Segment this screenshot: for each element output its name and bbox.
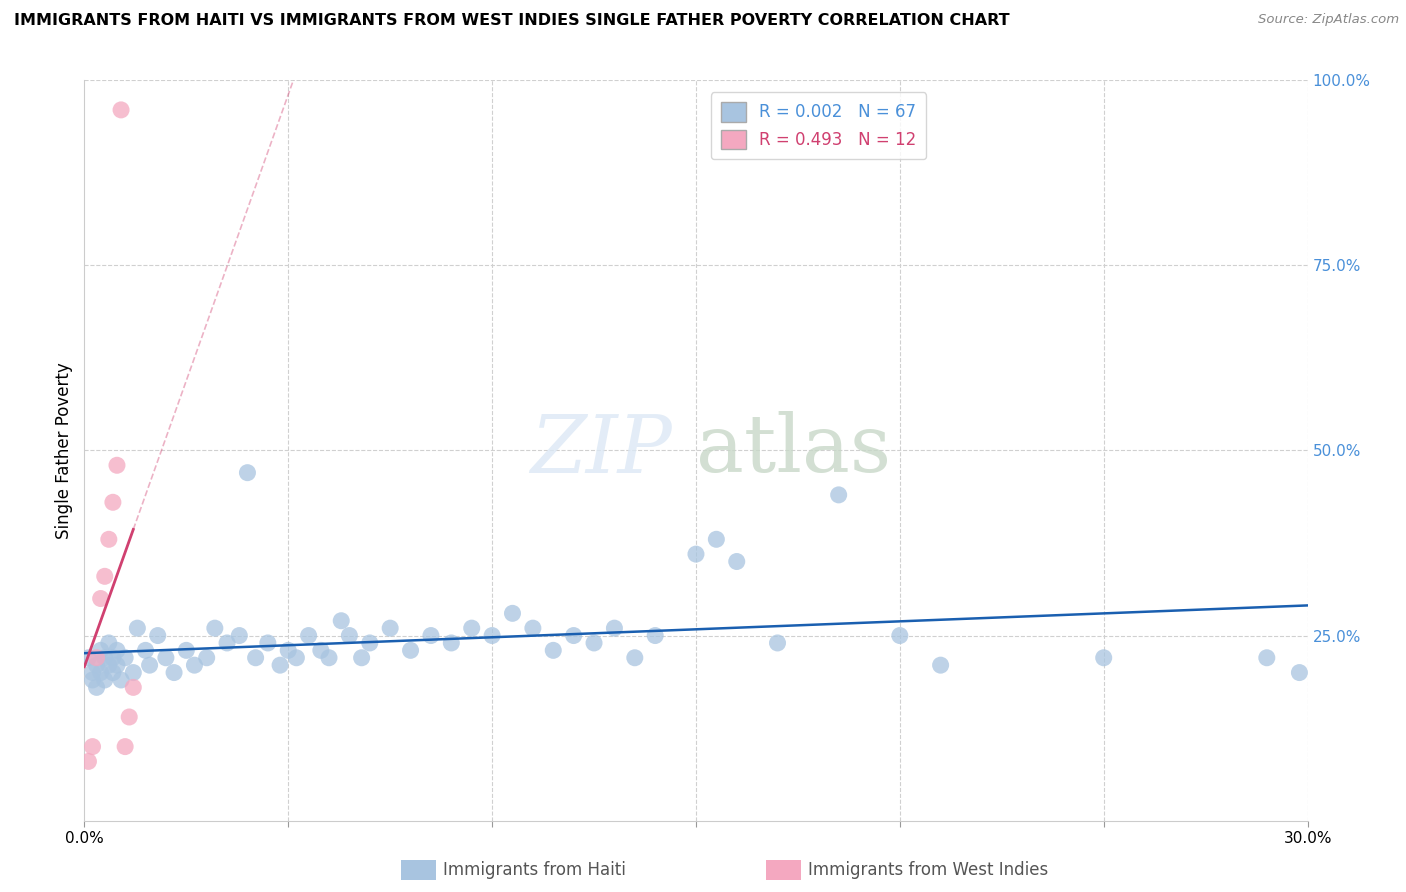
Point <box>929 658 952 673</box>
Point <box>257 636 280 650</box>
Point <box>380 621 402 635</box>
Point <box>766 636 789 650</box>
Point <box>97 636 120 650</box>
Point <box>298 629 321 643</box>
Point <box>176 643 198 657</box>
Text: IMMIGRANTS FROM HAITI VS IMMIGRANTS FROM WEST INDIES SINGLE FATHER POVERTY CORRE: IMMIGRANTS FROM HAITI VS IMMIGRANTS FROM… <box>14 13 1010 29</box>
Text: Immigrants from Haiti: Immigrants from Haiti <box>443 861 626 879</box>
Point <box>163 665 186 680</box>
Point <box>90 591 112 606</box>
Point <box>86 681 108 695</box>
Point <box>339 629 361 643</box>
Point <box>603 621 626 635</box>
Text: Source: ZipAtlas.com: Source: ZipAtlas.com <box>1258 13 1399 27</box>
Point <box>93 650 117 665</box>
Point <box>461 621 484 635</box>
Point <box>309 643 332 657</box>
Point <box>101 650 124 665</box>
Point <box>97 658 120 673</box>
Point <box>420 629 443 643</box>
Point <box>77 755 100 769</box>
Point <box>86 658 108 673</box>
Point <box>1256 650 1278 665</box>
Point <box>110 103 132 117</box>
Point <box>204 621 226 635</box>
Point <box>828 488 851 502</box>
Y-axis label: Single Father Poverty: Single Father Poverty <box>55 362 73 539</box>
Point <box>82 673 104 687</box>
Point <box>114 739 136 754</box>
Point <box>350 650 373 665</box>
Text: ZIP: ZIP <box>530 412 672 489</box>
Point <box>330 614 353 628</box>
Point <box>359 636 381 650</box>
Point <box>90 665 112 680</box>
Point <box>543 643 565 657</box>
Point <box>105 643 128 657</box>
Point <box>97 533 120 547</box>
Point <box>122 665 145 680</box>
Point <box>440 636 463 650</box>
Point <box>101 665 124 680</box>
Point <box>522 621 544 635</box>
Point <box>502 607 524 621</box>
Point <box>562 629 585 643</box>
Point <box>624 650 647 665</box>
Point <box>93 569 117 583</box>
Point <box>685 547 707 561</box>
Point <box>269 658 291 673</box>
Point <box>236 466 259 480</box>
Point <box>399 643 422 657</box>
Point <box>86 650 108 665</box>
Point <box>138 658 160 673</box>
Point <box>318 650 340 665</box>
Point <box>77 650 100 665</box>
Point <box>93 673 117 687</box>
Point <box>725 555 748 569</box>
Point <box>155 650 177 665</box>
Point <box>82 739 104 754</box>
Point <box>101 495 124 509</box>
Legend: R = 0.002   N = 67, R = 0.493   N = 12: R = 0.002 N = 67, R = 0.493 N = 12 <box>710 92 927 159</box>
Point <box>114 650 136 665</box>
Point <box>277 643 299 657</box>
Point <box>195 650 218 665</box>
Point <box>122 681 145 695</box>
Point <box>110 673 132 687</box>
Point <box>245 650 267 665</box>
Point <box>135 643 157 657</box>
Point <box>706 533 728 547</box>
Point <box>1288 665 1310 680</box>
Point <box>228 629 250 643</box>
Point <box>105 458 128 473</box>
Text: atlas: atlas <box>696 411 891 490</box>
Text: Immigrants from West Indies: Immigrants from West Indies <box>808 861 1049 879</box>
Point <box>1092 650 1115 665</box>
Point <box>183 658 205 673</box>
Point <box>146 629 169 643</box>
Point <box>889 629 911 643</box>
Point <box>105 658 128 673</box>
Point <box>90 643 112 657</box>
Point <box>217 636 239 650</box>
Point <box>118 710 141 724</box>
Point <box>127 621 149 635</box>
Point <box>644 629 666 643</box>
Point <box>82 665 104 680</box>
Point <box>285 650 308 665</box>
Point <box>481 629 503 643</box>
Point <box>583 636 606 650</box>
